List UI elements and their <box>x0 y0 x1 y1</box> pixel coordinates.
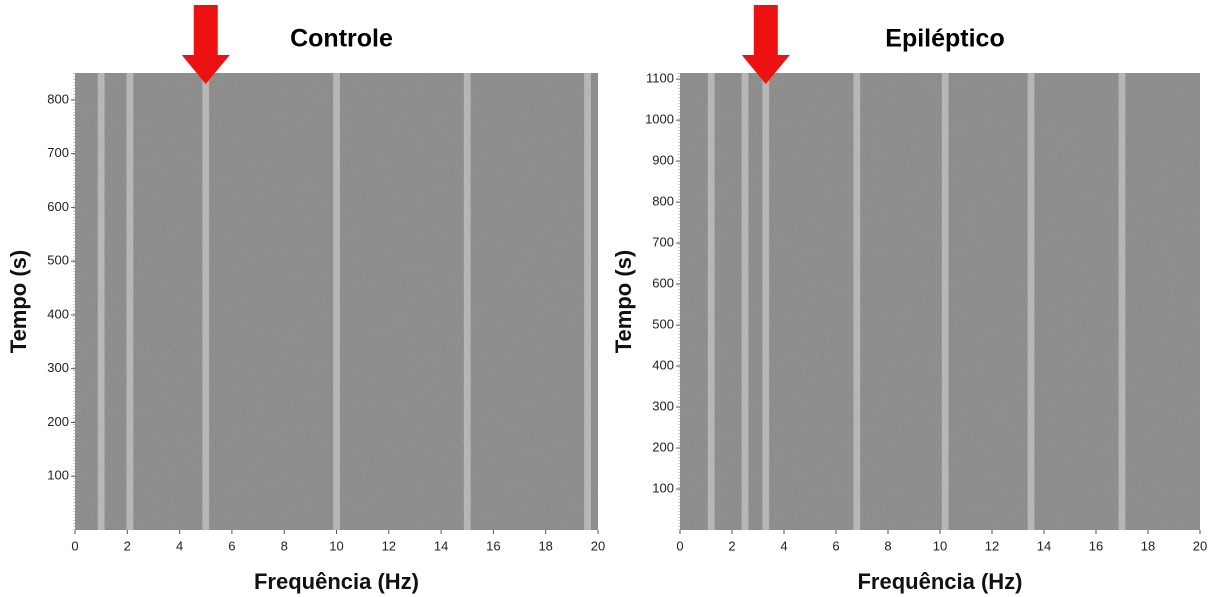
frequency-band <box>762 73 770 530</box>
frequency-band <box>741 73 749 530</box>
y-tick-label: 200 <box>47 414 69 429</box>
x-tick-label: 0 <box>71 538 78 553</box>
frequency-band <box>1027 73 1035 530</box>
x-tick-label: 10 <box>329 538 343 553</box>
frequency-band <box>1118 73 1126 530</box>
arrow <box>181 5 230 84</box>
chart-title: Controle <box>290 25 393 53</box>
x-tick-label: 18 <box>1141 538 1155 553</box>
x-tick-label: 14 <box>434 538 448 553</box>
x-tick-label: 4 <box>176 538 183 553</box>
plot-area <box>680 73 1200 530</box>
x-tick-label: 8 <box>884 538 891 553</box>
y-tick-label: 1100 <box>646 71 674 86</box>
frequency-band <box>463 73 471 530</box>
arrow <box>741 5 790 84</box>
y-tick-label: 800 <box>652 194 674 209</box>
y-axis-label: Tempo (s) <box>611 250 636 353</box>
x-tick-label: 2 <box>124 538 131 553</box>
y-tick-label: 700 <box>652 235 674 250</box>
x-tick-label: 16 <box>486 538 500 553</box>
y-tick-label: 600 <box>652 276 674 291</box>
plot-area <box>75 73 598 530</box>
frequency-band <box>941 73 949 530</box>
y-tick-label: 400 <box>47 306 69 321</box>
y-tick-label: 100 <box>47 468 69 483</box>
x-tick-label: 10 <box>933 538 947 553</box>
frequency-band <box>202 73 210 530</box>
x-tick-label: 6 <box>832 538 839 553</box>
y-tick-label: 1000 <box>645 112 674 127</box>
x-tick-label: 12 <box>382 538 396 553</box>
y-tick-label: 900 <box>652 153 674 168</box>
x-tick-label: 4 <box>780 538 787 553</box>
y-tick-label: 700 <box>47 145 69 160</box>
x-tick-label: 2 <box>728 538 735 553</box>
x-tick-label: 18 <box>538 538 552 553</box>
frequency-band <box>126 73 134 530</box>
frequency-band <box>707 73 715 530</box>
x-tick-label: 0 <box>676 538 683 553</box>
x-tick-label: 20 <box>1193 538 1207 553</box>
chart-title: Epiléptico <box>885 25 1004 53</box>
y-tick-label: 300 <box>652 398 674 413</box>
x-tick-label: 14 <box>1037 538 1051 553</box>
x-tick-label: 20 <box>591 538 605 553</box>
y-tick-label: 300 <box>47 360 69 375</box>
y-tick-label: 400 <box>652 357 674 372</box>
x-axis-label: Frequência (Hz) <box>254 569 419 594</box>
x-axis-label: Frequência (Hz) <box>857 569 1022 594</box>
y-axis-label: Tempo (s) <box>6 250 31 353</box>
y-tick-label: 200 <box>652 439 674 454</box>
frequency-band <box>853 73 861 530</box>
x-tick-label: 6 <box>228 538 235 553</box>
y-tick-label: 100 <box>652 480 674 495</box>
frequency-band <box>584 73 591 530</box>
frequency-band <box>97 73 105 530</box>
x-tick-label: 16 <box>1089 538 1103 553</box>
y-tick-label: 800 <box>47 91 69 106</box>
y-tick-label: 500 <box>47 253 69 268</box>
x-tick-label: 12 <box>985 538 999 553</box>
y-tick-label: 600 <box>47 199 69 214</box>
frequency-band <box>333 73 340 530</box>
x-tick-label: 8 <box>281 538 288 553</box>
y-tick-label: 500 <box>652 317 674 332</box>
